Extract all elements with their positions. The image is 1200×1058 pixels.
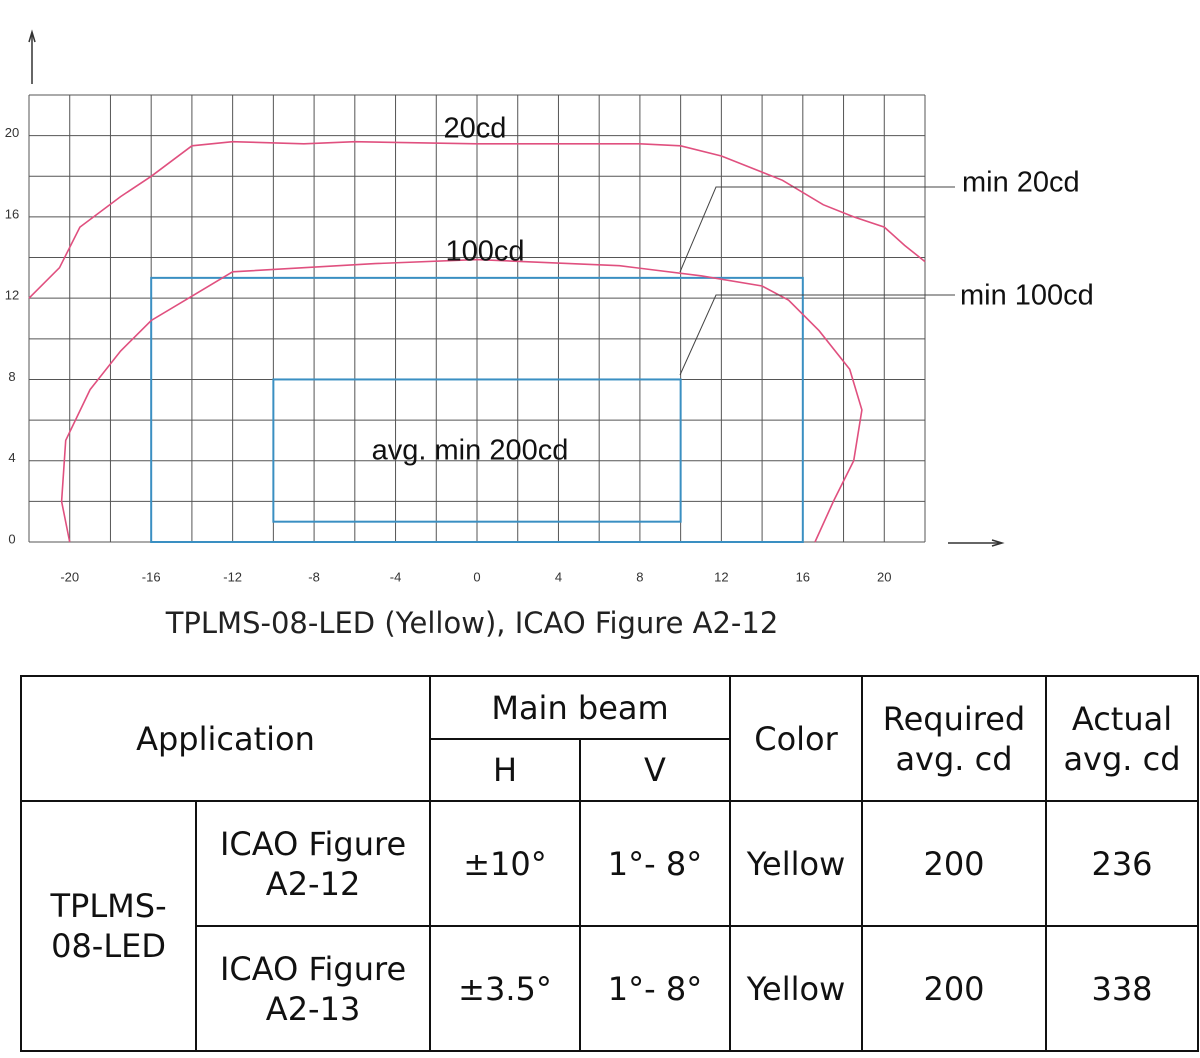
cell: Yellow <box>729 925 863 1052</box>
leader-line <box>679 294 955 376</box>
cell: 200 <box>861 925 1047 1052</box>
x-tick-label: -20 <box>60 569 79 584</box>
leaders <box>679 186 955 376</box>
x-arrowhead <box>991 539 1005 547</box>
cell: 200 <box>861 800 1047 927</box>
region-label: min 20cd <box>962 167 1080 199</box>
chart: -20 -16 -12 -8 -4 0 4 8 12 16 20 0 4 8 12 16 20 20cd 100… <box>5 29 1094 640</box>
x-tick-label: -4 <box>390 569 402 584</box>
y-arrowhead <box>28 29 36 43</box>
cell: 1°- 8° <box>579 800 731 927</box>
y-tick-label: 20 <box>5 125 19 140</box>
y-tick-label: 16 <box>5 206 19 221</box>
cell: 338 <box>1045 925 1199 1052</box>
contour-line <box>28 140 926 299</box>
cell: Yellow <box>729 800 863 927</box>
region-box <box>272 378 682 523</box>
header-cell: Actual avg. cd <box>1045 675 1199 802</box>
header-cell: H <box>429 738 581 802</box>
cell: ICAO Figure A2-13 <box>195 925 431 1052</box>
cell: ±3.5° <box>429 925 581 1052</box>
product-cell: TPLMS-08-LED <box>19 800 198 1052</box>
x-tick-label: 0 <box>473 569 480 584</box>
y-tick-label: 8 <box>8 369 15 384</box>
x-tick-label: 16 <box>796 569 810 584</box>
curve-label: 20cd <box>444 113 507 145</box>
x-tick-label: -16 <box>142 569 161 584</box>
caption: TPLMS-08-LED (Yellow), ICAO Figure A2-12 <box>165 606 779 640</box>
x-tick-label: -12 <box>223 569 242 584</box>
header-cell: Main beam <box>429 675 731 740</box>
curve-label: 100cd <box>445 236 524 268</box>
header-cell: Color <box>729 675 863 802</box>
cell: ±10° <box>429 800 581 927</box>
x-tick-label: 20 <box>877 569 891 584</box>
spec-table: Application Main beam Color Required avg… <box>19 675 1199 1052</box>
cell: ICAO Figure A2-12 <box>195 800 431 927</box>
header-cell: V <box>579 738 731 802</box>
plot: -20 -16 -12 -8 -4 0 4 8 12 16 20 0 4 8 12 16 20 <box>5 94 926 584</box>
leader-line <box>679 186 955 273</box>
cell: 236 <box>1045 800 1199 927</box>
header-cell: Application <box>20 675 431 802</box>
x-tick-label: -8 <box>308 569 320 584</box>
header-cell: Required avg. cd <box>861 675 1047 802</box>
y-tick-label: 12 <box>5 288 19 303</box>
y-tick-label: 4 <box>8 450 15 465</box>
region-label: min 100cd <box>960 280 1094 312</box>
cell: 1°- 8° <box>579 925 731 1052</box>
annotation: avg. min 200cd <box>372 435 569 467</box>
region-box <box>150 276 804 543</box>
x-tick-label: 4 <box>555 569 562 584</box>
y-tick-label: 0 <box>8 531 15 546</box>
axis-arrows <box>28 29 1005 547</box>
contour-line <box>60 258 863 543</box>
x-tick-label: 12 <box>714 569 728 584</box>
x-tick-label: 8 <box>636 569 643 584</box>
